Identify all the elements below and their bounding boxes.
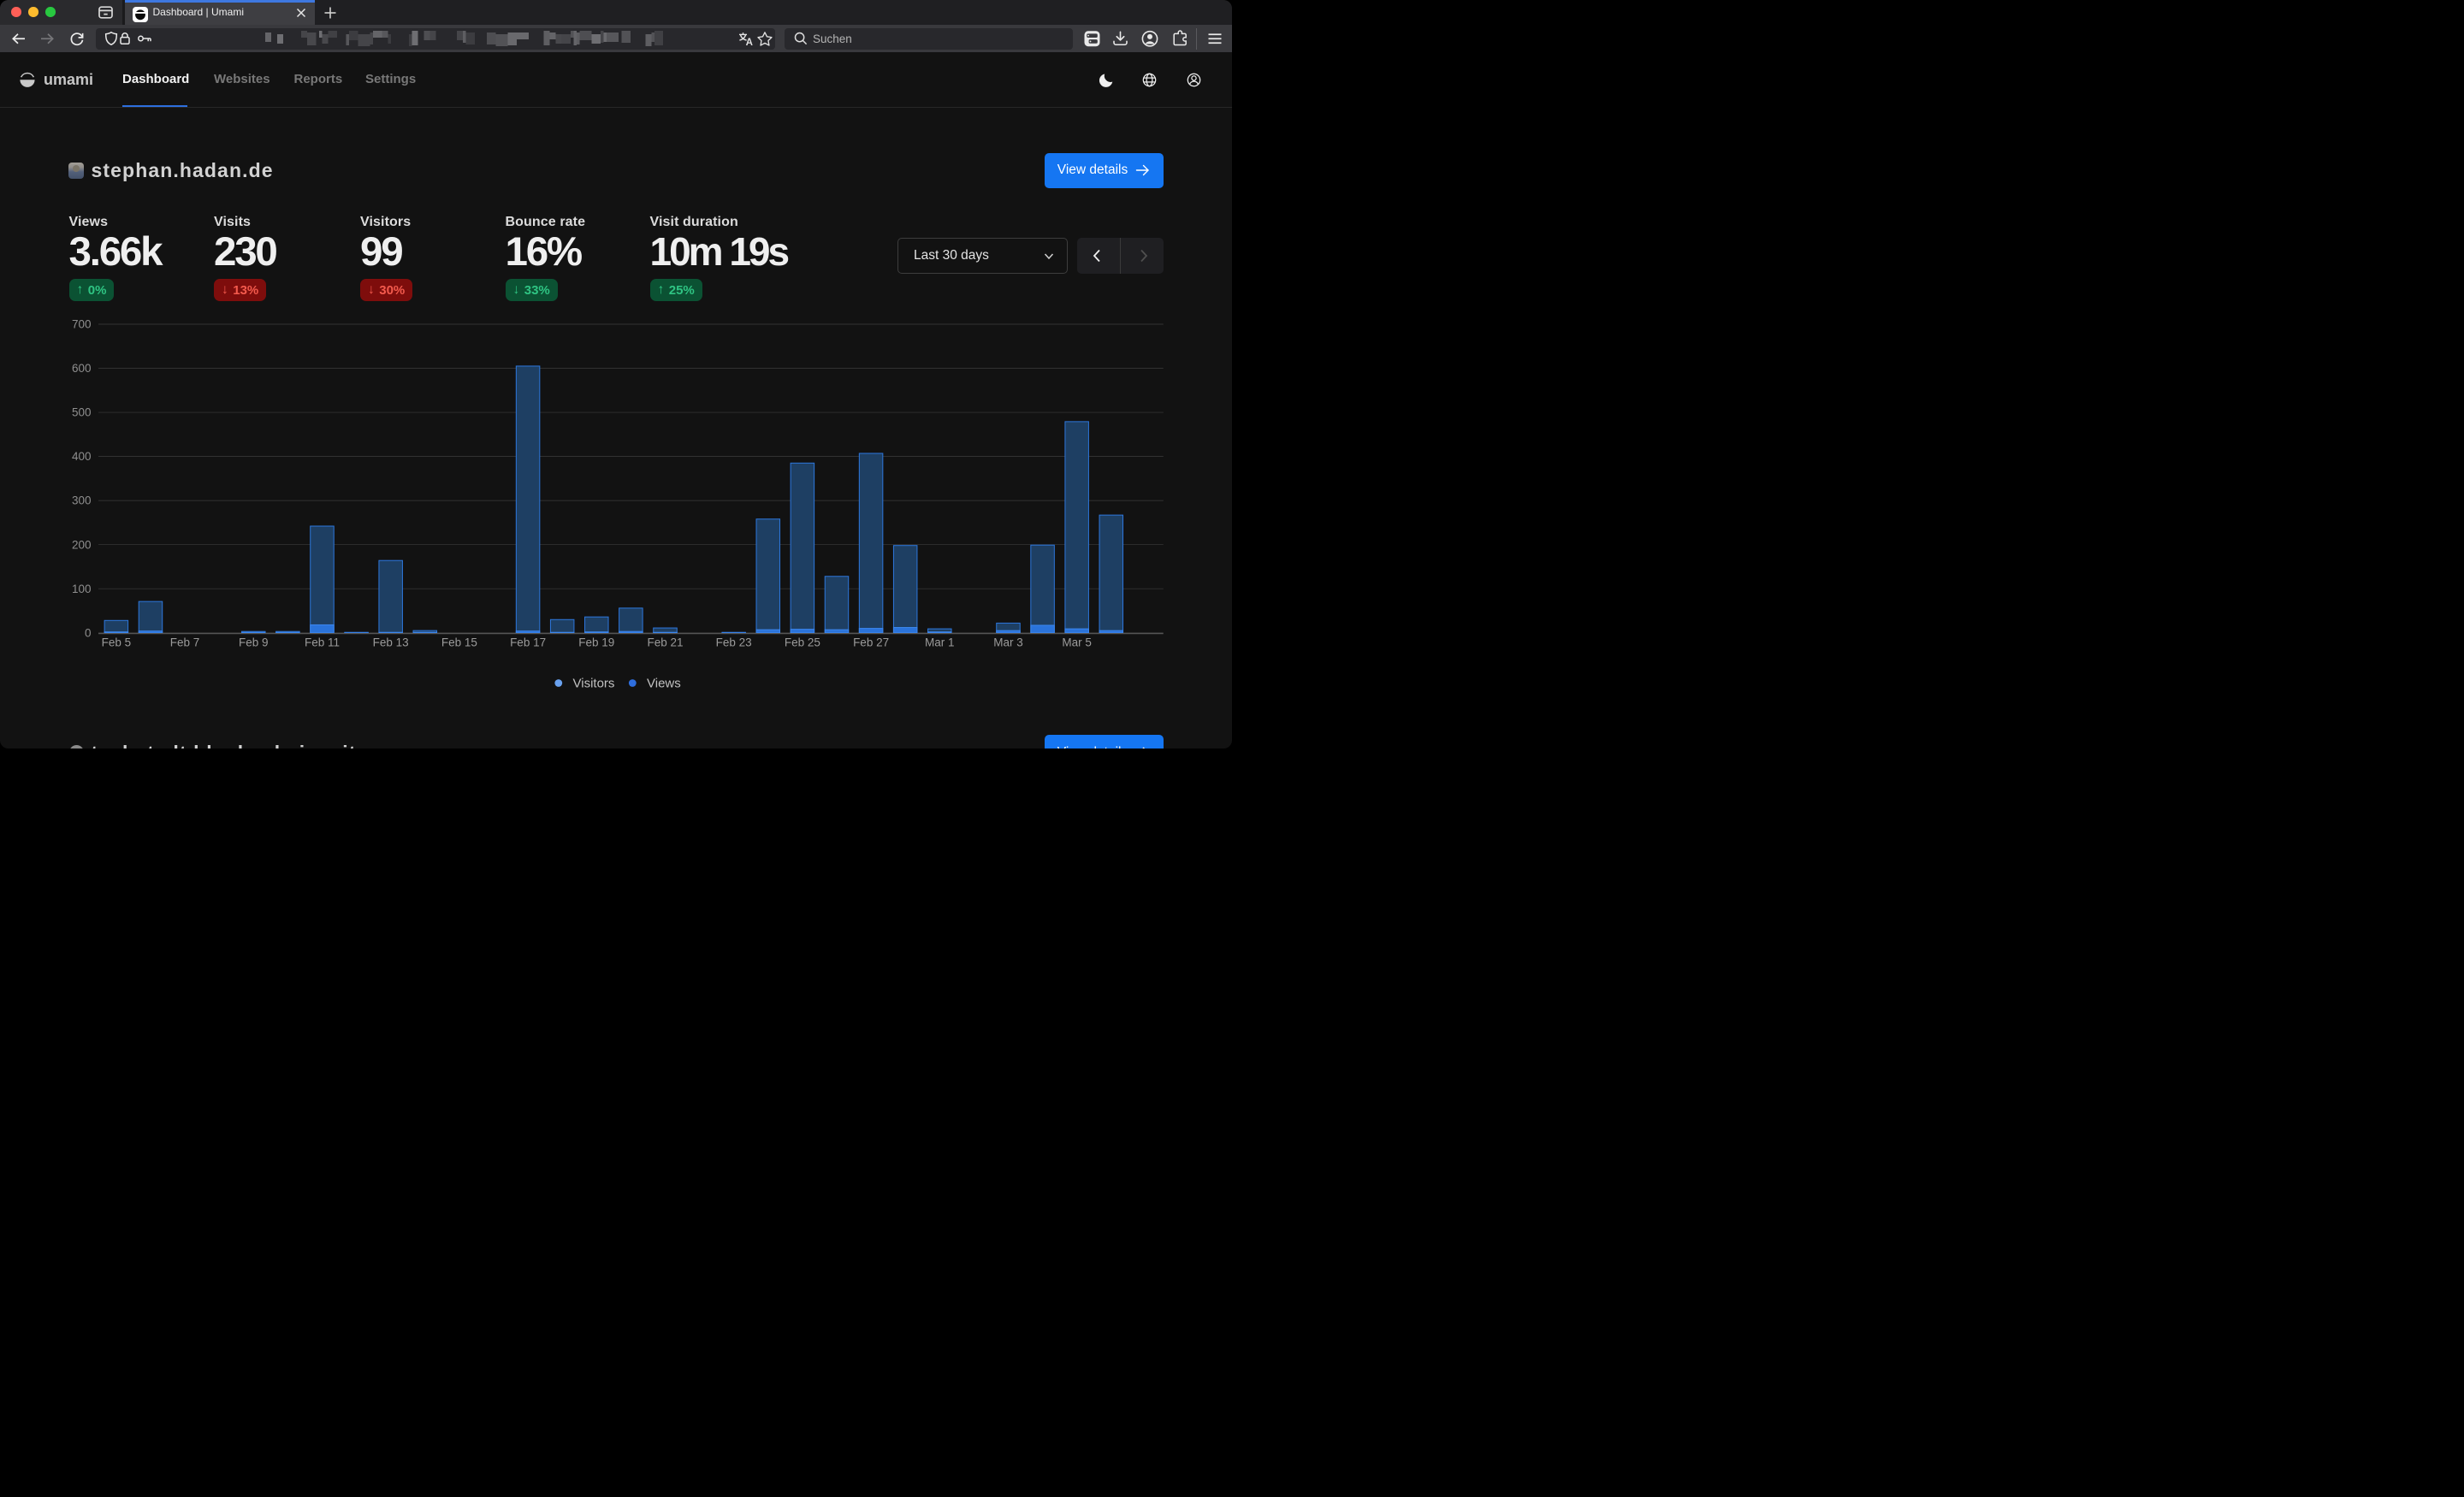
svg-text:700: 700 xyxy=(72,318,92,331)
svg-text:400: 400 xyxy=(72,450,92,463)
svg-text:Visitors: Visitors xyxy=(573,677,615,691)
svg-text:Feb 21: Feb 21 xyxy=(647,636,683,649)
svg-text:Feb 13: Feb 13 xyxy=(373,636,409,649)
svg-text:600: 600 xyxy=(72,362,92,375)
svg-text:Mar 1: Mar 1 xyxy=(925,636,955,649)
svg-text:Feb 9: Feb 9 xyxy=(239,636,269,649)
svg-text:Feb 25: Feb 25 xyxy=(785,636,820,649)
svg-text:Views: Views xyxy=(647,677,681,691)
svg-text:Feb 17: Feb 17 xyxy=(510,636,546,649)
svg-text:100: 100 xyxy=(72,583,92,595)
svg-text:Mar 3: Mar 3 xyxy=(993,636,1023,649)
svg-text:0: 0 xyxy=(85,626,92,639)
svg-text:A: A xyxy=(746,38,753,47)
svg-text:Feb 27: Feb 27 xyxy=(853,636,889,649)
svg-text:Feb 19: Feb 19 xyxy=(578,636,614,649)
svg-text:Feb 15: Feb 15 xyxy=(441,636,477,649)
svg-text:300: 300 xyxy=(72,494,92,507)
svg-text:200: 200 xyxy=(72,538,92,551)
svg-text:Feb 11: Feb 11 xyxy=(305,636,340,649)
svg-text:Mar 5: Mar 5 xyxy=(1062,636,1092,649)
svg-text:Feb 23: Feb 23 xyxy=(716,636,752,649)
svg-text:500: 500 xyxy=(72,406,92,419)
svg-text:Feb 7: Feb 7 xyxy=(170,636,200,649)
svg-text:Feb 5: Feb 5 xyxy=(102,636,132,649)
